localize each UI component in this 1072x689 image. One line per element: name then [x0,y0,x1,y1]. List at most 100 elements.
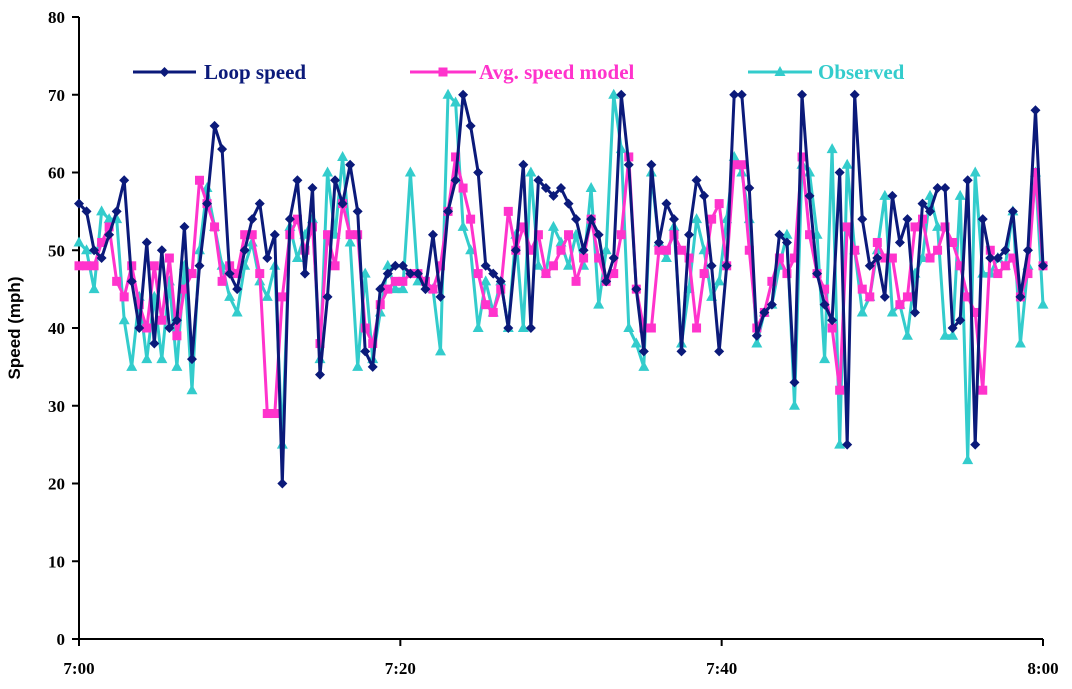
data-point-diamond [450,175,461,186]
legend-item: Observed [748,60,905,84]
data-point-diamond [209,120,220,131]
data-point-square [247,230,257,240]
data-point-square [232,269,242,279]
data-point-triangle [442,88,454,99]
data-point-triangle [352,360,364,371]
data-point-diamond [601,276,612,287]
data-point-square [767,276,777,286]
data-point-square [609,269,619,279]
data-point-diamond [902,214,913,225]
data-point-diamond [224,268,235,279]
data-point-diamond [202,198,213,209]
data-point-square [970,307,980,317]
data-point-square [827,323,837,333]
data-point-triangle [563,259,575,270]
series-loop-speed [74,89,1048,489]
data-point-triangle [126,360,138,371]
data-point-diamond [586,214,597,225]
y-tick-label: 30 [48,397,65,416]
data-point-square [368,339,378,349]
data-point-square [684,253,694,263]
data-point-triangle [231,306,243,317]
data-point-diamond [962,175,973,186]
data-point-diamond [932,183,943,194]
data-point-square [97,237,107,247]
data-point-diamond [684,229,695,240]
data-point-triangle [81,244,93,255]
data-point-triangle [73,236,85,247]
data-point-diamond [111,206,122,217]
data-point-triangle [472,322,484,332]
data-point-square [564,230,574,240]
legend-label: Observed [818,60,905,84]
data-point-diamond [548,190,559,201]
data-point-diamond [781,237,792,248]
data-point-diamond [864,260,875,271]
data-point-square [948,237,958,247]
data-point-triangle [691,213,703,224]
data-point-diamond [503,323,514,333]
data-point-square [451,152,461,162]
data-point-diamond [638,346,649,357]
data-point-square [89,261,99,271]
data-point-diamond [375,284,386,295]
data-point-diamond [126,276,137,287]
data-point-square [277,292,287,302]
data-point-diamond [217,144,228,155]
data-point-diamond [465,120,476,131]
data-point-triangle [901,329,913,340]
data-point-diamond [1022,245,1033,256]
y-tick-label: 70 [48,86,65,105]
data-point-diamond [706,260,717,271]
data-point-diamond [518,159,529,170]
data-point-triangle [879,189,891,200]
data-point-diamond [89,245,100,256]
x-tick-label: 7:40 [706,659,737,678]
data-point-square [458,183,468,193]
data-point-triangle [88,283,100,294]
data-point-diamond [254,198,265,209]
data-point-square [857,284,867,294]
data-point-square [217,276,227,286]
data-point-square [112,276,122,286]
data-point-square [842,222,852,232]
data-point-square [74,261,84,271]
data-point-square [850,245,860,255]
data-point-diamond [525,323,536,333]
data-point-triangle [856,306,868,317]
data-point-triangle [171,360,183,371]
data-point-square [744,245,754,255]
data-point-square [646,323,656,333]
data-point-square [548,261,558,271]
data-point-square [978,385,988,395]
data-point-square [195,175,204,185]
data-point-diamond [744,183,755,194]
data-point-square [963,292,973,302]
data-point-diamond [337,198,348,209]
data-point-triangle [404,166,416,177]
data-point-diamond [488,268,499,279]
data-point-diamond [284,214,295,225]
data-point-diamond [510,245,521,256]
data-point-diamond [789,377,800,388]
data-point-diamond [1030,105,1041,116]
data-point-diamond [540,183,551,194]
data-point-square [518,222,528,232]
data-point-triangle [751,337,763,348]
data-point-square [466,214,476,224]
data-point-diamond [797,89,807,100]
legend-item: Avg. speed model [410,60,635,84]
data-point-triangle [141,353,153,364]
data-point-triangle [291,252,303,263]
data-point-square [872,237,882,247]
data-point-diamond [164,323,175,333]
data-point-square [481,300,491,310]
data-point-square [933,245,943,255]
data-point-square [262,409,272,419]
data-point-square [774,253,784,263]
data-point-diamond [1015,291,1026,302]
data-point-square [526,245,536,255]
x-tick-label: 7:00 [63,659,94,678]
data-point-triangle [525,166,537,177]
y-tick-label: 80 [48,8,65,27]
